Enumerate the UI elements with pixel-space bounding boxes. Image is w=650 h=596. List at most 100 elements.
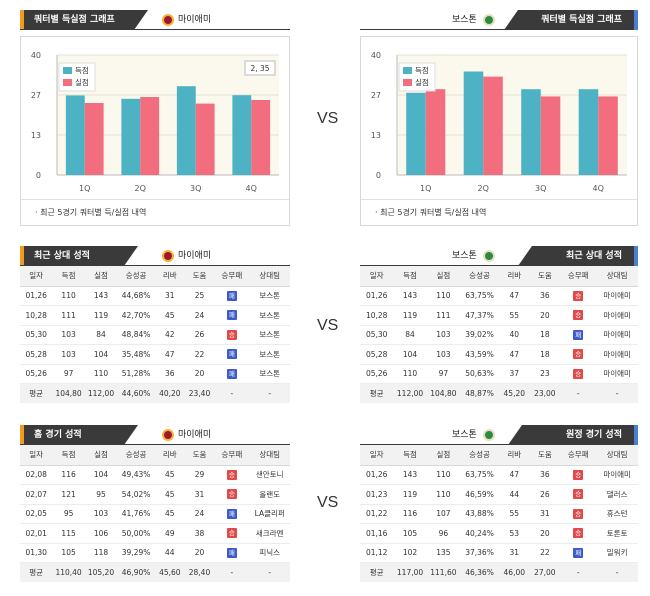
column-header: 상대팀 [249, 266, 290, 287]
panel-title: 원정 경기 성적 [566, 430, 622, 440]
cell-pts: 111 [52, 305, 85, 326]
cell-ast: 18 [529, 344, 561, 365]
cell-label: 평균 [20, 383, 53, 403]
cell-vs: 마이애미 [596, 344, 638, 365]
win-badge: 승 [573, 349, 584, 360]
average-row: 평균 112,00 104,80 48,87% 45,20 23,00- - [360, 383, 638, 403]
y-tick-label: 27 [31, 91, 41, 100]
cell-vs: 보스톤 [249, 286, 290, 306]
cell-opp: 103 [426, 344, 461, 365]
team-name: 마이애미 [162, 425, 211, 445]
cell-vs: 보스톤 [249, 364, 290, 384]
table-row: 10,28 119 111 47,37% 55 20 승 마이애미 [360, 305, 638, 326]
column-header: 상대팀 [249, 445, 290, 466]
win-badge: 승 [573, 489, 584, 500]
cell-date: 10,28 [20, 305, 53, 326]
cell-ast: 26 [529, 484, 561, 505]
average-row: 평균 117,00 111,60 46,36% 46,00 27,00- - [360, 562, 638, 582]
cell-pts: 95 [52, 504, 85, 524]
cell-label: 평균 [20, 562, 53, 582]
column-header: 득점 [393, 266, 427, 287]
cell-pts: 116 [52, 465, 85, 485]
cell-pct: 37,36% [460, 543, 499, 563]
column-header: 실점 [84, 266, 118, 287]
bar-allowed[interactable] [195, 103, 215, 175]
stats-table: 일자 득점 실점 승성공 리바 도움 승무패 상대팀 01,26 143 110 63,75% 47 36… [360, 445, 638, 582]
bar-scored[interactable] [578, 89, 599, 175]
cell-vs: - [249, 383, 290, 403]
bar-allowed[interactable] [598, 96, 618, 175]
loss-badge: 패 [226, 508, 237, 519]
bar-scored[interactable] [121, 98, 141, 175]
cell-opp: 103 [426, 325, 461, 345]
cell-res: - [560, 562, 597, 582]
cell-res: - [560, 383, 597, 403]
bar-scored[interactable] [232, 95, 252, 175]
chart-box: 0 13 27 40 1Q 2Q 3Q 4Q 득점 실점 2, 35 · 최근 5경기 쿼터별 득/… [20, 36, 290, 226]
cell-ast: 31 [184, 484, 215, 505]
cell-pct: 63,75% [460, 465, 499, 485]
cell-opp: 106 [84, 523, 118, 544]
loss-badge: 패 [573, 329, 584, 340]
team-name: 보스톤 [452, 425, 499, 445]
result-cell: 승 [560, 364, 597, 384]
average-row: 평균 104,80 112,00 44,60% 40,20 23,40- - [20, 383, 290, 403]
bar-allowed[interactable] [84, 103, 104, 175]
cell-pts: 143 [393, 465, 427, 485]
table-header-row: 일자 득점 실점 승성공 리바 도움 승무패 상대팀 [360, 266, 638, 287]
table-row: 02,08 116 104 49,43% 45 29 승 샌안토니 [20, 465, 290, 485]
cell-reb: 55 [498, 305, 530, 326]
cell-reb: 53 [498, 523, 530, 544]
bar-allowed[interactable] [425, 89, 446, 175]
average-row: 평균 110,40 105,20 46,90% 45,60 28,40- - [20, 562, 290, 582]
column-header: 실점 [84, 445, 118, 466]
stats-table: 일자 득점 실점 승성공 리바 도움 승무패 상대팀 02,08 116 104 49,43% 45 29… [20, 445, 290, 582]
bar-scored[interactable] [406, 92, 426, 175]
bar-allowed[interactable] [540, 96, 561, 175]
result-cell: 승 [560, 344, 597, 365]
cell-pct: 43,59% [460, 344, 499, 365]
result-cell: 승 [560, 484, 597, 505]
cell-pts: 104 [393, 344, 427, 365]
cell-date: 02,07 [20, 484, 53, 505]
cell-opp: 84 [84, 325, 118, 345]
cell-ast: 20 [529, 523, 561, 544]
win-badge: 승 [573, 310, 584, 321]
bar-scored[interactable] [521, 89, 541, 175]
cell-res: - [214, 383, 250, 403]
bar-scored[interactable] [176, 86, 196, 175]
result-cell: 패 [560, 543, 597, 563]
cell-opp: 96 [426, 523, 461, 544]
cell-pct: 39,29% [117, 543, 155, 563]
cell-pts: 103 [52, 325, 85, 345]
column-header: 득점 [52, 266, 85, 287]
cell-ast: 31 [529, 504, 561, 524]
cell-date: 01,26 [20, 286, 53, 306]
bar-allowed[interactable] [251, 100, 271, 175]
cell-vs: 밀워키 [596, 543, 638, 563]
result-cell: 승 [214, 523, 250, 544]
cell-opp: 105,20 [84, 562, 118, 582]
y-tick-label: 0 [376, 171, 381, 180]
table-row: 01,23 119 110 46,59% 44 26 승 댈러스 [360, 484, 638, 505]
cell-reb: 31 [498, 543, 530, 563]
bar-allowed[interactable] [140, 97, 160, 175]
cell-pts: 97 [52, 364, 85, 384]
column-header: 승성공 [460, 445, 499, 466]
result-cell: 승 [214, 484, 250, 505]
table-row: 01,26 143 110 63,75% 47 36 승 마이애미 [360, 465, 638, 485]
column-header: 승무패 [214, 445, 250, 466]
cell-opp: 143 [84, 286, 118, 306]
cell-date: 01,23 [360, 484, 394, 505]
bar-allowed[interactable] [483, 76, 503, 175]
stats-table: 일자 득점 실점 승성공 리바 도움 승무패 상대팀 01,26 143 110 63,75% 47 36… [360, 266, 638, 403]
bar-scored[interactable] [65, 95, 85, 176]
panel-header: 홈 경기 성적 [20, 425, 138, 445]
table-row: 01,26 143 110 63,75% 47 36 승 마이애미 [360, 286, 638, 306]
vs-label: VS [317, 110, 339, 127]
team-name: 보스톤 [452, 246, 499, 266]
chart-box: 0 13 27 40 1Q 2Q 3Q 4Q 득점 실점 · 최근 5경기 쿼터별 득/실점 내역 [360, 36, 638, 226]
bar-scored[interactable] [463, 71, 484, 176]
cell-reb: 47 [498, 465, 530, 485]
celtics-logo-icon [482, 13, 495, 26]
